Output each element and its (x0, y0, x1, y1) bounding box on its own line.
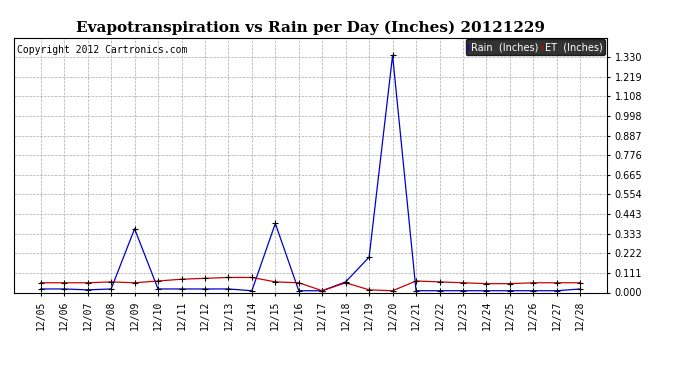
Text: Copyright 2012 Cartronics.com: Copyright 2012 Cartronics.com (17, 45, 187, 55)
Legend: Rain  (Inches), ET  (Inches): Rain (Inches), ET (Inches) (466, 39, 605, 55)
Title: Evapotranspiration vs Rain per Day (Inches) 20121229: Evapotranspiration vs Rain per Day (Inch… (76, 21, 545, 35)
